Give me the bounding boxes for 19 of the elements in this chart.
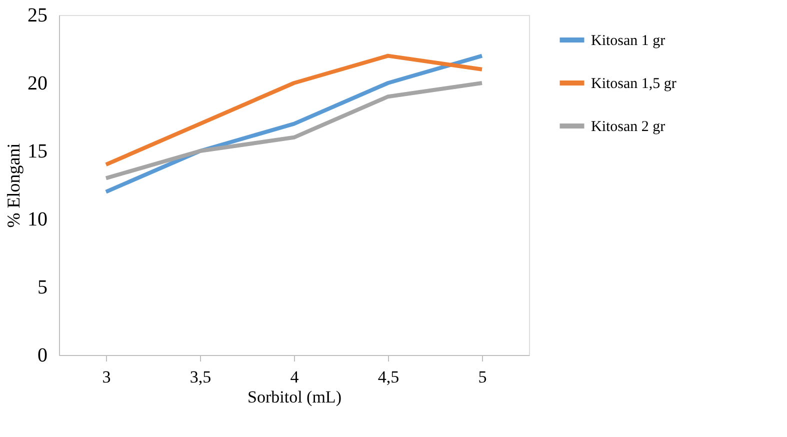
x-tick-label: 4,5 [378,368,400,386]
legend-label: Kitosan 1,5 gr [591,76,676,92]
y-tick-label: 10 [28,208,48,230]
legend-label: Kitosan 1 gr [591,33,666,49]
x-tick-label: 3 [102,368,111,386]
x-axis-title: Sorbitol (mL) [248,388,342,406]
line-series [104,54,484,194]
x-tick-label: 5 [478,368,487,386]
line-series [104,81,484,180]
y-tick-label: 5 [38,276,48,298]
y-tick-label: 0 [38,344,48,366]
x-tick-label: 3,5 [190,368,212,386]
y-tick-label: 15 [28,140,48,162]
y-tick-label: 25 [28,4,48,26]
y-axis-title: % Elongani [4,143,24,228]
legend-label: Kitosan 2 gr [591,119,666,135]
y-tick-label: 20 [28,72,48,94]
line-series [104,54,484,167]
x-tick-label: 4 [290,368,300,386]
